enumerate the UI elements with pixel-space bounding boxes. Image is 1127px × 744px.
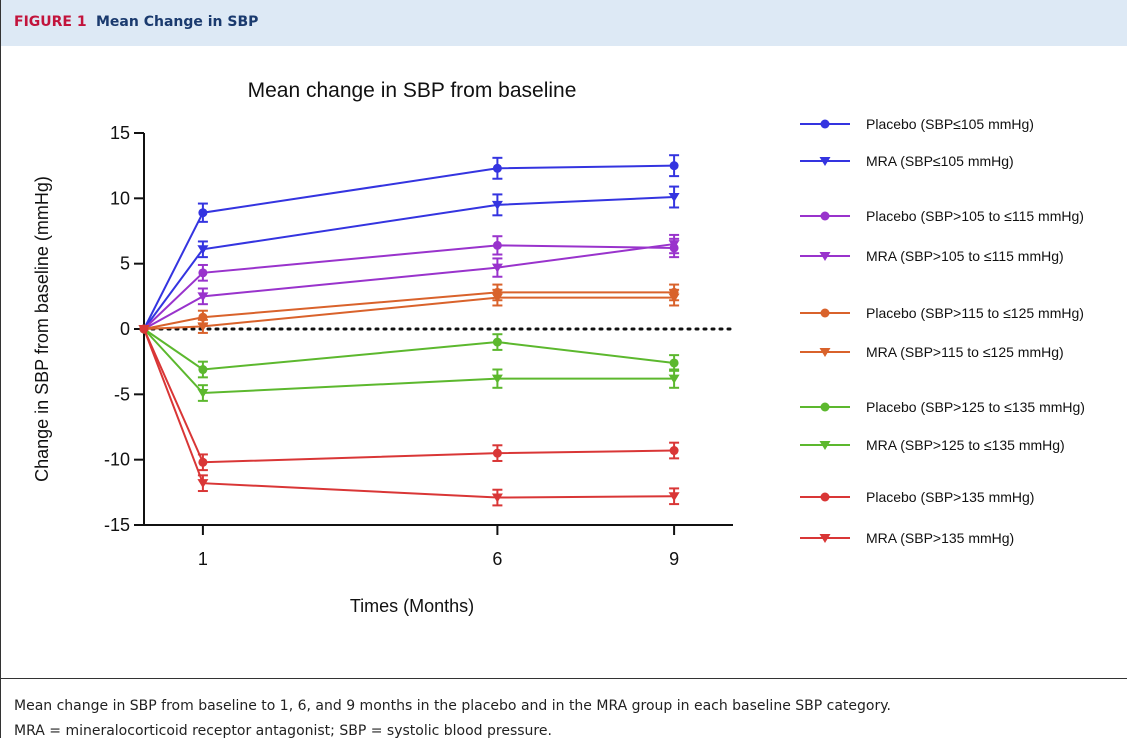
triangle-marker [668, 293, 680, 303]
circle-marker [198, 365, 208, 375]
legend-label: MRA (SBP>115 to ≤125 mmHg) [866, 344, 1064, 360]
x-tick-label: 1 [198, 549, 208, 569]
circle-marker [492, 337, 502, 347]
triangle-marker [491, 374, 503, 384]
triangle-marker [197, 245, 209, 255]
y-axis-title: Change in SBP from baseline (mmHg) [32, 176, 52, 482]
triangle-marker [197, 292, 209, 302]
legend-label: Placebo (SBP>115 to ≤125 mmHg) [866, 305, 1084, 321]
legend-marker [820, 492, 830, 502]
y-tick-label: -5 [114, 384, 130, 404]
circle-marker [492, 163, 502, 173]
series-line [143, 328, 675, 464]
legend-label: Placebo (SBP>135 mmHg) [866, 489, 1034, 505]
triangle-marker [668, 492, 680, 502]
x-tick-label: 6 [492, 549, 502, 569]
series-line [143, 291, 675, 330]
circle-marker [198, 457, 208, 467]
figure-label: FIGURE 1 [14, 14, 87, 30]
legend-label: Placebo (SBP>105 to ≤115 mmHg) [866, 208, 1084, 224]
series-line [143, 328, 675, 395]
legend-marker [820, 308, 830, 318]
y-tick-label: 15 [110, 123, 130, 143]
triangle-marker [668, 374, 680, 384]
series-line [143, 328, 675, 371]
triangle-marker [197, 322, 209, 332]
legend-marker [819, 252, 831, 261]
legend-marker [820, 211, 830, 221]
series-line [143, 164, 675, 330]
figure-title: Mean Change in SBP [96, 14, 259, 30]
legend-marker [819, 441, 831, 450]
series-line [143, 328, 675, 499]
circle-marker [198, 208, 208, 218]
y-tick-label: 0 [120, 319, 130, 339]
circle-marker [492, 448, 502, 458]
triangle-marker [491, 493, 503, 503]
caption-line: MRA = mineralocorticoid receptor antagon… [14, 723, 552, 739]
y-tick-label: 5 [120, 254, 130, 274]
y-tick-label: -10 [104, 450, 130, 470]
circle-marker [669, 358, 679, 368]
circle-marker [669, 161, 679, 171]
triangle-marker [491, 200, 503, 210]
legend-label: MRA (SBP>135 mmHg) [866, 530, 1014, 546]
caption: Mean change in SBP from baseline to 1, 6… [14, 694, 891, 744]
figure-header: FIGURE 1 Mean Change in SBP [0, 0, 1127, 46]
triangle-marker [668, 240, 680, 250]
legend-label: MRA (SBP>125 to ≤135 mmHg) [866, 437, 1065, 453]
circle-marker [198, 268, 208, 278]
series-line [143, 196, 675, 330]
x-tick-label: 9 [669, 549, 679, 569]
y-tick-label: 10 [110, 188, 130, 208]
series-line [143, 243, 675, 330]
triangle-marker [668, 193, 680, 203]
y-tick-label: -15 [104, 515, 130, 535]
circle-marker [492, 240, 502, 250]
triangle-marker [197, 479, 209, 489]
legend-marker [819, 348, 831, 357]
circle-marker [669, 446, 679, 456]
legend-label: MRA (SBP≤105 mmHg) [866, 153, 1014, 169]
legend-marker [819, 157, 831, 166]
series-line [143, 296, 675, 330]
chart-title: Mean change in SBP from baseline [248, 79, 577, 102]
x-axis-title: Times (Months) [350, 596, 474, 616]
series-line [143, 244, 675, 330]
triangle-marker [138, 325, 150, 334]
legend-label: Placebo (SBP≤105 mmHg) [866, 116, 1034, 132]
legend-marker [819, 534, 831, 543]
legend-marker [820, 119, 830, 129]
legend-label: MRA (SBP>105 to ≤115 mmHg) [866, 248, 1064, 264]
caption-line: Mean change in SBP from baseline to 1, 6… [14, 698, 891, 714]
triangle-marker [491, 263, 503, 273]
triangle-marker [197, 389, 209, 399]
triangle-marker [491, 293, 503, 303]
legend-marker [820, 402, 830, 412]
legend-label: Placebo (SBP>125 to ≤135 mmHg) [866, 399, 1085, 415]
